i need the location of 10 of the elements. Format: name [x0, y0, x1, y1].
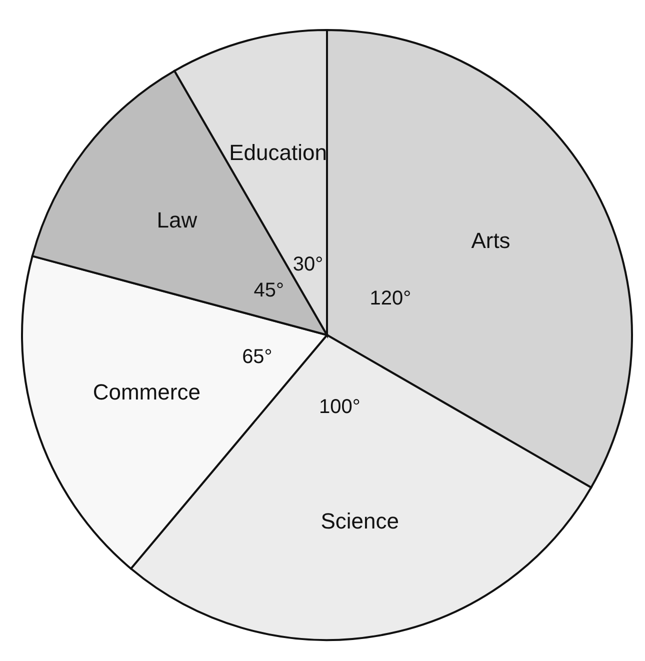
slice-label: Arts	[471, 228, 510, 253]
data-label: 65°	[242, 346, 272, 368]
slice-label: Education	[229, 140, 327, 165]
slice-label: Commerce	[92, 379, 200, 404]
slice-label: Science	[320, 508, 399, 534]
data-label: 30°	[292, 253, 324, 276]
slice-label: Law	[156, 207, 198, 232]
data-label: 100°	[319, 396, 360, 418]
data-label: 45°	[254, 279, 284, 302]
data-label: 120°	[370, 287, 412, 310]
